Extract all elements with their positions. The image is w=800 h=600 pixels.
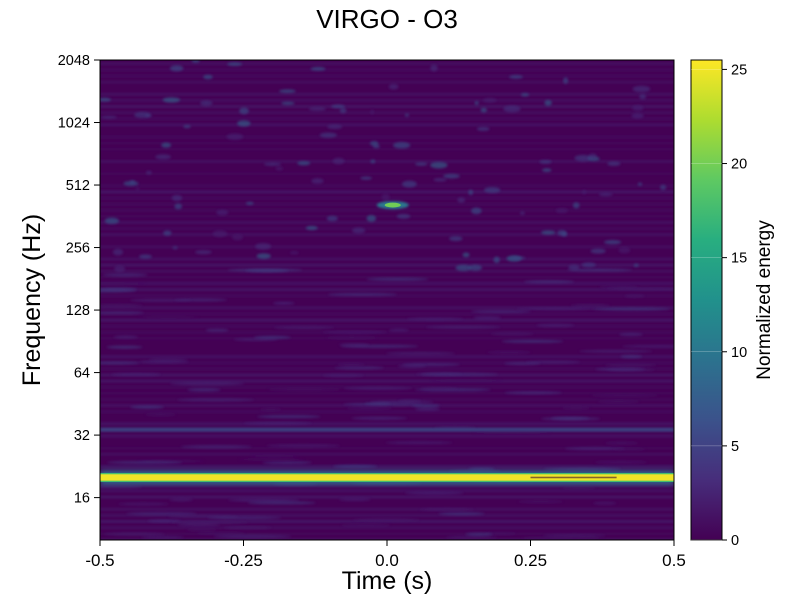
y-tick-label: 1024 (58, 116, 90, 132)
colorbar-axis: 0 5 10 15 20 25 (691, 62, 747, 549)
x-tick-label: 0.5 (662, 551, 686, 570)
colorbar (690, 59, 723, 541)
x-tick-label: -0.25 (224, 551, 263, 570)
y-tick-label: 64 (74, 366, 90, 382)
y-axis-label: Frequency (Hz) (18, 214, 46, 386)
y-tick-label: 256 (66, 241, 90, 257)
background-speckle (100, 60, 674, 540)
colorbar-tick-label: 15 (731, 251, 747, 267)
spectral-line-34hz (100, 427, 674, 432)
y-axis: 16 32 64 128 256 512 1024 2048 (58, 53, 100, 507)
colorbar-tick-label: 20 (731, 157, 747, 173)
x-axis: -0.5 -0.25 0.0 0.25 0.5 (85, 540, 686, 570)
x-tick-label: 0.25 (514, 551, 547, 570)
background-noise (100, 62, 674, 540)
colorbar-tick-label: 10 (731, 345, 747, 361)
colorbar-label: Normalized energy (754, 220, 775, 380)
energy-blob (376, 201, 409, 210)
chart-title: VIRGO - O3 (316, 4, 458, 34)
y-tick-label: 512 (66, 178, 90, 194)
x-tick-label: -0.5 (85, 551, 114, 570)
x-tick-label: 0.0 (375, 551, 399, 570)
spectral-line-20hz (100, 470, 674, 485)
x-axis-label: Time (s) (342, 567, 433, 595)
y-tick-label: 32 (74, 428, 90, 444)
colorbar-tick-label: 0 (731, 533, 739, 549)
colorbar-tick-label: 25 (731, 62, 747, 78)
colorbar-tick-label: 5 (731, 439, 739, 455)
y-tick-label: 128 (66, 303, 90, 319)
y-tick-label: 2048 (58, 53, 90, 69)
y-tick-label: 16 (74, 491, 90, 507)
heatmap-layer (100, 60, 674, 540)
